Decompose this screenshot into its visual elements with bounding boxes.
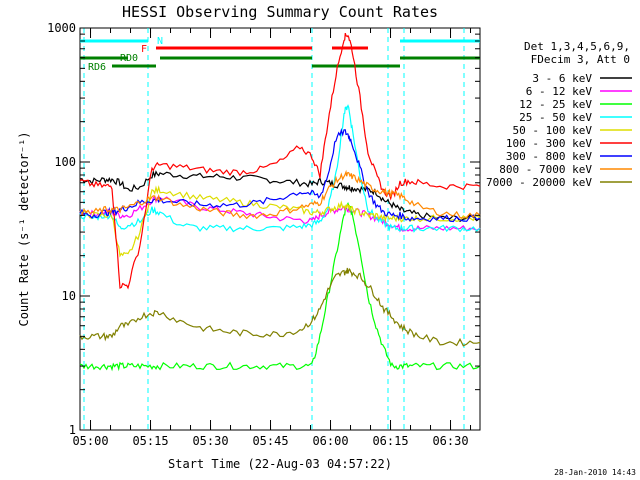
legend-label: 800 - 7000 keV (499, 163, 592, 176)
x-tick-label: 06:15 (372, 434, 408, 448)
series-lines (79, 32, 481, 372)
legend-label: 100 - 300 keV (506, 137, 592, 150)
flag-label-rd0: RD0 (120, 53, 138, 64)
series-line-6 (79, 128, 481, 223)
series-line-5 (79, 32, 481, 290)
chart-title: HESSI Observing Summary Count Rates (122, 3, 438, 21)
y-tick-label: 100 (54, 155, 76, 169)
legend: Det 1,3,4,5,6,9, FDecim 3, Att 0 3 - 6 k… (486, 40, 632, 189)
x-tick-label: 05:00 (72, 434, 108, 448)
flag-label-f: F (141, 44, 147, 55)
legend-label: 25 - 50 keV (519, 111, 592, 124)
legend-label: 7000 - 20000 keV (486, 176, 592, 189)
y-tick-label: 1000 (47, 21, 76, 35)
x-axis: 05:00 05:15 05:30 05:45 06:00 06:15 06:30 (72, 28, 472, 448)
legend-label: 300 - 800 keV (506, 150, 592, 163)
series-line-7 (79, 169, 481, 220)
y-axis-label: Count Rate (s⁻¹ detector⁻¹) (17, 131, 31, 326)
series-line-2 (79, 202, 481, 372)
flag-label-rd6: RD6 (88, 62, 106, 73)
y-axis: 1 10 100 1000 (47, 21, 480, 437)
footer-timestamp: 28-Jan-2010 14:43 (554, 468, 636, 477)
y-tick-label: 10 (62, 289, 76, 303)
x-tick-label: 05:30 (192, 434, 228, 448)
legend-label: 50 - 100 keV (513, 124, 593, 137)
legend-title-line-2: FDecim 3, Att 0 (531, 53, 630, 66)
series-line-4 (79, 185, 481, 258)
x-tick-label: 06:00 (312, 434, 348, 448)
flag-label-n: N (157, 36, 163, 47)
y-tick-label: 1 (69, 423, 76, 437)
legend-label: 12 - 25 keV (519, 98, 592, 111)
series-line-0 (79, 169, 481, 223)
x-axis-label: Start Time (22-Aug-03 04:57:22) (168, 457, 392, 471)
series-line-1 (79, 195, 481, 233)
x-tick-label: 06:30 (432, 434, 468, 448)
series-line-3 (79, 104, 481, 233)
x-tick-label: 05:45 (252, 434, 288, 448)
series-line-8 (79, 267, 481, 347)
legend-title-line-1: Det 1,3,4,5,6,9, (524, 40, 630, 53)
legend-label: 6 - 12 keV (526, 85, 593, 98)
x-tick-label: 05:15 (132, 434, 168, 448)
legend-label: 3 - 6 keV (532, 72, 592, 85)
